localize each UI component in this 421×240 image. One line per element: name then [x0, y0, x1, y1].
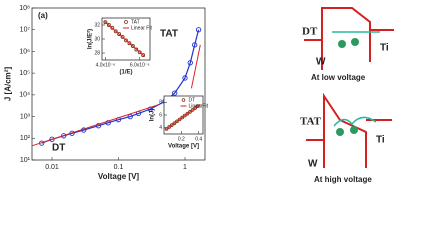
- data-point: [164, 127, 169, 131]
- annotation: DT: [52, 143, 65, 154]
- data-point: [127, 41, 132, 46]
- data-point: [167, 125, 172, 129]
- label: Ti: [380, 43, 389, 54]
- fit-line: [165, 103, 201, 130]
- data-point: [134, 47, 139, 52]
- data-point: [175, 119, 179, 124]
- x-axis-label: Voltage [V]: [168, 144, 199, 150]
- x-tick-label: 0.01: [45, 164, 59, 171]
- data-point: [95, 123, 102, 129]
- y-axis-label: ln(J): [150, 109, 156, 122]
- data-point: [130, 44, 135, 48]
- data-point: [113, 29, 118, 34]
- y-tick-label: 10³: [20, 113, 31, 120]
- y-tick-label: 6: [159, 112, 162, 118]
- x-tick-label: 0.1: [114, 164, 124, 171]
- y-tick-label: 10⁴: [19, 92, 30, 99]
- data-point: [49, 136, 55, 142]
- x-tick-label: 0.4: [195, 136, 202, 142]
- x-tick-label: 1: [183, 164, 187, 171]
- caption: At low voltage: [311, 73, 366, 82]
- fit-line: [31, 104, 159, 147]
- y-tick-label: 4: [159, 125, 162, 131]
- x-axis-label: (1/E): [119, 70, 132, 76]
- x-tick-label: 4.0x10⁻⁶: [96, 62, 116, 68]
- tunnel-arrow: [333, 116, 377, 127]
- x-tick-label: 0.2: [178, 136, 185, 142]
- band-diagram-low: DT W Ti At low voltage: [302, 7, 394, 82]
- data-point: [110, 25, 115, 30]
- y-axis-label: ln(J/E²): [87, 29, 94, 49]
- label: W: [316, 57, 326, 68]
- y-tick-label: 10⁸: [19, 5, 30, 12]
- y-axis-label: J [A/cm²]: [3, 67, 12, 102]
- x-axis-label: Voltage [V]: [98, 172, 140, 181]
- data-point: [190, 108, 195, 112]
- y-tick-label: 32: [94, 22, 100, 28]
- caption: At high voltage: [314, 175, 372, 184]
- x-tick-label: 6.0x10⁻⁶: [130, 62, 150, 68]
- y-tick-label: 28: [94, 50, 100, 56]
- trap: [336, 128, 344, 136]
- legend-label: LinearFit: [189, 103, 209, 109]
- data-point: [141, 53, 146, 58]
- barrier: [323, 92, 367, 168]
- trap: [338, 40, 346, 48]
- y-tick-label: 8: [159, 100, 162, 106]
- data-point: [169, 123, 174, 127]
- data-point: [103, 20, 108, 25]
- data-point: [177, 117, 182, 122]
- legend-marker: [124, 20, 128, 24]
- data-point: [172, 90, 178, 96]
- annotation: TAT: [160, 29, 178, 40]
- legend-label: Linear Fit: [131, 25, 152, 31]
- data-point: [117, 32, 122, 37]
- label: W: [308, 159, 318, 170]
- data-point: [182, 75, 188, 81]
- barrier: [321, 7, 371, 70]
- label: Ti: [376, 135, 385, 146]
- data-point: [120, 34, 125, 39]
- y-tick-label: 30: [94, 36, 100, 42]
- label: TAT: [300, 116, 322, 128]
- data-point: [195, 104, 200, 108]
- y-tick-label: 10⁵: [19, 70, 30, 77]
- data-point: [124, 38, 128, 43]
- data-point: [185, 111, 190, 116]
- legend-label: TAT: [131, 19, 140, 25]
- trap: [350, 126, 358, 134]
- label: DT: [302, 26, 318, 38]
- fit-line: [190, 44, 201, 89]
- y-tick-label: 10⁶: [19, 48, 30, 55]
- data-point: [193, 106, 198, 110]
- legend-marker: [181, 98, 186, 102]
- data-point: [106, 23, 111, 27]
- data-point: [105, 120, 111, 126]
- data-point: [172, 121, 177, 126]
- data-point: [180, 115, 185, 120]
- trap: [351, 38, 359, 46]
- legend-label: DT: [189, 97, 196, 103]
- figure: DT W Ti At low voltage TAT W Ti At high …: [3, 5, 394, 184]
- annotation: (a): [38, 11, 48, 20]
- data-point: [188, 109, 192, 114]
- y-tick-label: 10¹: [20, 157, 31, 164]
- data-point: [182, 113, 187, 118]
- band-diagram-high: TAT W Ti At high voltage: [300, 92, 392, 184]
- y-tick-label: 10⁷: [20, 27, 31, 34]
- data-point: [137, 50, 142, 55]
- fit-line: [103, 20, 146, 57]
- y-tick-label: 10²: [20, 135, 31, 142]
